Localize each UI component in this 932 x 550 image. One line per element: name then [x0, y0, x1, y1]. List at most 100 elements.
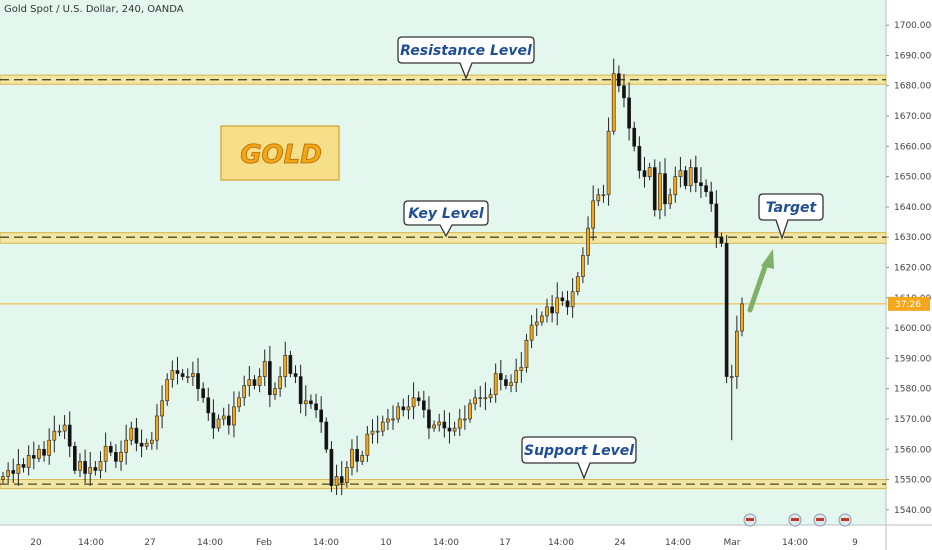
candle-body — [6, 470, 10, 477]
candle-body — [740, 303, 744, 332]
candle-body — [31, 455, 36, 459]
event-flag-stripe — [791, 518, 799, 521]
gold-badge-box — [220, 125, 340, 181]
y-tick-label: 1580.000 — [894, 385, 932, 395]
candle-body — [468, 403, 472, 420]
key-level-callout-box — [403, 200, 489, 238]
candle-body — [370, 430, 375, 435]
candle-body — [534, 321, 539, 326]
candle-body — [221, 415, 226, 420]
candle-body — [47, 439, 52, 456]
economic-event-icon[interactable] — [788, 513, 802, 527]
candle-body — [442, 421, 447, 429]
candle-body — [37, 448, 41, 459]
candle-body — [268, 361, 272, 396]
candle-body — [339, 476, 344, 483]
y-tick-label: 1590.000 — [894, 354, 932, 364]
candle-body — [529, 324, 534, 341]
current-price-tag-label: 37:26 — [895, 300, 921, 310]
event-flag-stripe — [816, 518, 824, 521]
candle-body — [232, 406, 236, 426]
candle-body — [714, 203, 719, 238]
candle-body — [124, 439, 129, 453]
candle-body — [16, 464, 21, 474]
candle-body — [257, 376, 262, 386]
event-flag-stripe — [746, 518, 754, 521]
candle-body — [11, 470, 16, 474]
x-tick-label: 14:00 — [313, 538, 339, 548]
candle-body — [457, 418, 462, 429]
candle-body — [345, 467, 349, 483]
candle-body — [196, 373, 200, 389]
target-arrow — [747, 249, 774, 313]
support-callout[interactable]: Support Level — [521, 436, 637, 480]
economic-event-icon[interactable] — [813, 513, 827, 527]
candle-body — [42, 448, 46, 456]
candle-body — [329, 448, 334, 486]
candle-body — [678, 170, 683, 177]
key-level-callout[interactable]: Key Level — [403, 200, 489, 238]
candle-body — [252, 379, 257, 386]
x-tick-label: 14:00 — [433, 538, 459, 548]
candle-body — [93, 467, 98, 471]
candle-body — [606, 130, 611, 196]
target-callout[interactable]: Target — [758, 193, 824, 241]
economic-event-icon[interactable] — [838, 513, 852, 527]
candle-body — [416, 397, 421, 402]
candle-body — [324, 421, 329, 450]
candle-body — [519, 367, 524, 371]
candle-body — [478, 397, 483, 400]
candle-body — [463, 418, 467, 421]
candle-body — [581, 255, 585, 277]
y-tick-label: 1560.000 — [894, 445, 932, 455]
candle-body — [26, 455, 31, 468]
candle-body — [273, 388, 277, 396]
candle-body — [139, 442, 144, 447]
candle-body — [380, 421, 385, 432]
candle-body — [386, 418, 390, 423]
candle-body — [298, 376, 303, 405]
candle-body — [170, 370, 175, 380]
candle-body — [149, 439, 154, 444]
candle-body — [596, 194, 601, 202]
candle-body — [303, 400, 308, 405]
x-tick-label: 9 — [852, 538, 858, 548]
candle-body — [319, 409, 324, 423]
economic-event-icon[interactable] — [743, 513, 757, 527]
current-price-tag — [888, 296, 930, 311]
candle-body — [391, 418, 395, 421]
candle-body — [283, 355, 288, 377]
candle-body — [73, 445, 77, 471]
candle-body — [216, 418, 221, 429]
y-tick-label: 1680.000 — [894, 82, 932, 92]
resistance-callout-label: Resistance Level — [400, 43, 532, 59]
resistance-callout[interactable]: Resistance Level — [397, 36, 535, 80]
candle-body — [663, 173, 667, 205]
x-tick-label: 14:00 — [548, 538, 574, 548]
target-arrow-shaft — [747, 261, 769, 313]
candle-body — [242, 385, 247, 399]
y-tick-label: 1660.000 — [894, 142, 932, 152]
candle-body — [498, 373, 503, 380]
candle-body — [560, 297, 565, 302]
candle-body — [550, 306, 554, 314]
candle-body — [622, 85, 626, 99]
candle-body — [180, 373, 185, 377]
candle-body — [668, 194, 672, 205]
support-callout-label: Support Level — [524, 443, 634, 459]
candle-body — [616, 73, 621, 87]
candle-body — [406, 406, 411, 411]
candle-body — [658, 173, 662, 211]
candle-body — [237, 397, 241, 408]
candle-body — [103, 445, 108, 462]
candle-body — [637, 146, 642, 171]
candle-body — [642, 170, 647, 177]
candle-body — [699, 182, 703, 187]
candle-body — [165, 379, 170, 402]
candle-body — [375, 430, 380, 433]
candle-body — [206, 397, 211, 414]
candle-body — [411, 397, 416, 408]
candle-body — [21, 464, 26, 468]
candle-body — [114, 451, 118, 462]
